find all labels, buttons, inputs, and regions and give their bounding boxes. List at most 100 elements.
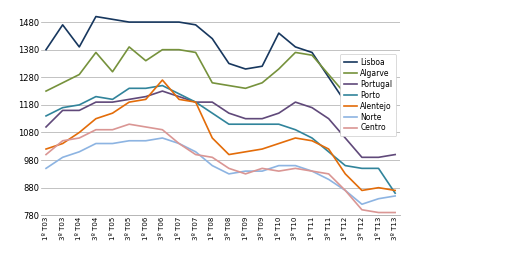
Norte	[192, 150, 199, 153]
Portugal	[192, 100, 199, 104]
Centro	[392, 211, 398, 214]
Algarve	[176, 48, 182, 51]
Porto	[76, 103, 83, 107]
Algarve	[93, 51, 99, 54]
Porto	[259, 123, 265, 126]
Portugal	[209, 100, 215, 104]
Lisboa	[376, 100, 382, 104]
Norte	[60, 156, 66, 159]
Lisboa	[209, 37, 215, 40]
Line: Norte: Norte	[46, 138, 395, 204]
Norte	[392, 194, 398, 198]
Porto	[309, 136, 315, 140]
Lisboa	[76, 45, 83, 49]
Centro	[93, 128, 99, 131]
Algarve	[143, 59, 149, 62]
Portugal	[359, 156, 365, 159]
Portugal	[109, 100, 115, 104]
Norte	[209, 164, 215, 167]
Norte	[176, 142, 182, 145]
Centro	[209, 156, 215, 159]
Centro	[309, 169, 315, 173]
Porto	[192, 100, 199, 104]
Algarve	[43, 89, 49, 93]
Norte	[93, 142, 99, 145]
Lisboa	[326, 76, 332, 79]
Norte	[359, 203, 365, 206]
Lisboa	[60, 23, 66, 26]
Algarve	[209, 81, 215, 84]
Porto	[109, 98, 115, 101]
Porto	[292, 128, 299, 131]
Centro	[275, 169, 282, 173]
Norte	[126, 139, 132, 142]
Centro	[176, 142, 182, 145]
Porto	[243, 123, 249, 126]
Algarve	[275, 67, 282, 71]
Centro	[60, 139, 66, 142]
Centro	[259, 167, 265, 170]
Porto	[392, 192, 398, 195]
Alentejo	[359, 189, 365, 192]
Portugal	[143, 95, 149, 98]
Portugal	[309, 106, 315, 109]
Lisboa	[109, 18, 115, 21]
Norte	[275, 164, 282, 167]
Alentejo	[209, 136, 215, 140]
Portugal	[226, 112, 232, 115]
Porto	[326, 150, 332, 153]
Centro	[243, 172, 249, 176]
Alentejo	[143, 98, 149, 101]
Porto	[359, 167, 365, 170]
Algarve	[359, 109, 365, 112]
Lisboa	[243, 67, 249, 71]
Norte	[143, 139, 149, 142]
Centro	[359, 208, 365, 211]
Algarve	[226, 84, 232, 87]
Norte	[76, 150, 83, 153]
Algarve	[243, 87, 249, 90]
Alentejo	[259, 147, 265, 151]
Centro	[76, 136, 83, 140]
Alentejo	[192, 100, 199, 104]
Alentejo	[76, 131, 83, 134]
Portugal	[376, 156, 382, 159]
Lisboa	[43, 48, 49, 51]
Lisboa	[342, 100, 348, 104]
Alentejo	[275, 142, 282, 145]
Algarve	[292, 51, 299, 54]
Porto	[93, 95, 99, 98]
Norte	[326, 178, 332, 181]
Portugal	[60, 109, 66, 112]
Centro	[326, 172, 332, 176]
Alentejo	[392, 189, 398, 192]
Lisboa	[226, 62, 232, 65]
Alentejo	[326, 147, 332, 151]
Algarve	[109, 70, 115, 73]
Lisboa	[93, 15, 99, 18]
Lisboa	[275, 31, 282, 35]
Alentejo	[60, 142, 66, 145]
Porto	[342, 164, 348, 167]
Norte	[309, 169, 315, 173]
Lisboa	[359, 120, 365, 123]
Portugal	[259, 117, 265, 120]
Norte	[259, 169, 265, 173]
Alentejo	[126, 100, 132, 104]
Centro	[376, 211, 382, 214]
Alentejo	[160, 78, 166, 82]
Algarve	[259, 81, 265, 84]
Algarve	[60, 81, 66, 84]
Norte	[342, 189, 348, 192]
Algarve	[342, 92, 348, 95]
Algarve	[309, 54, 315, 57]
Portugal	[176, 95, 182, 98]
Algarve	[126, 45, 132, 49]
Lisboa	[176, 20, 182, 24]
Algarve	[376, 125, 382, 129]
Algarve	[76, 73, 83, 76]
Portugal	[43, 125, 49, 129]
Alentejo	[93, 117, 99, 120]
Algarve	[192, 51, 199, 54]
Porto	[376, 167, 382, 170]
